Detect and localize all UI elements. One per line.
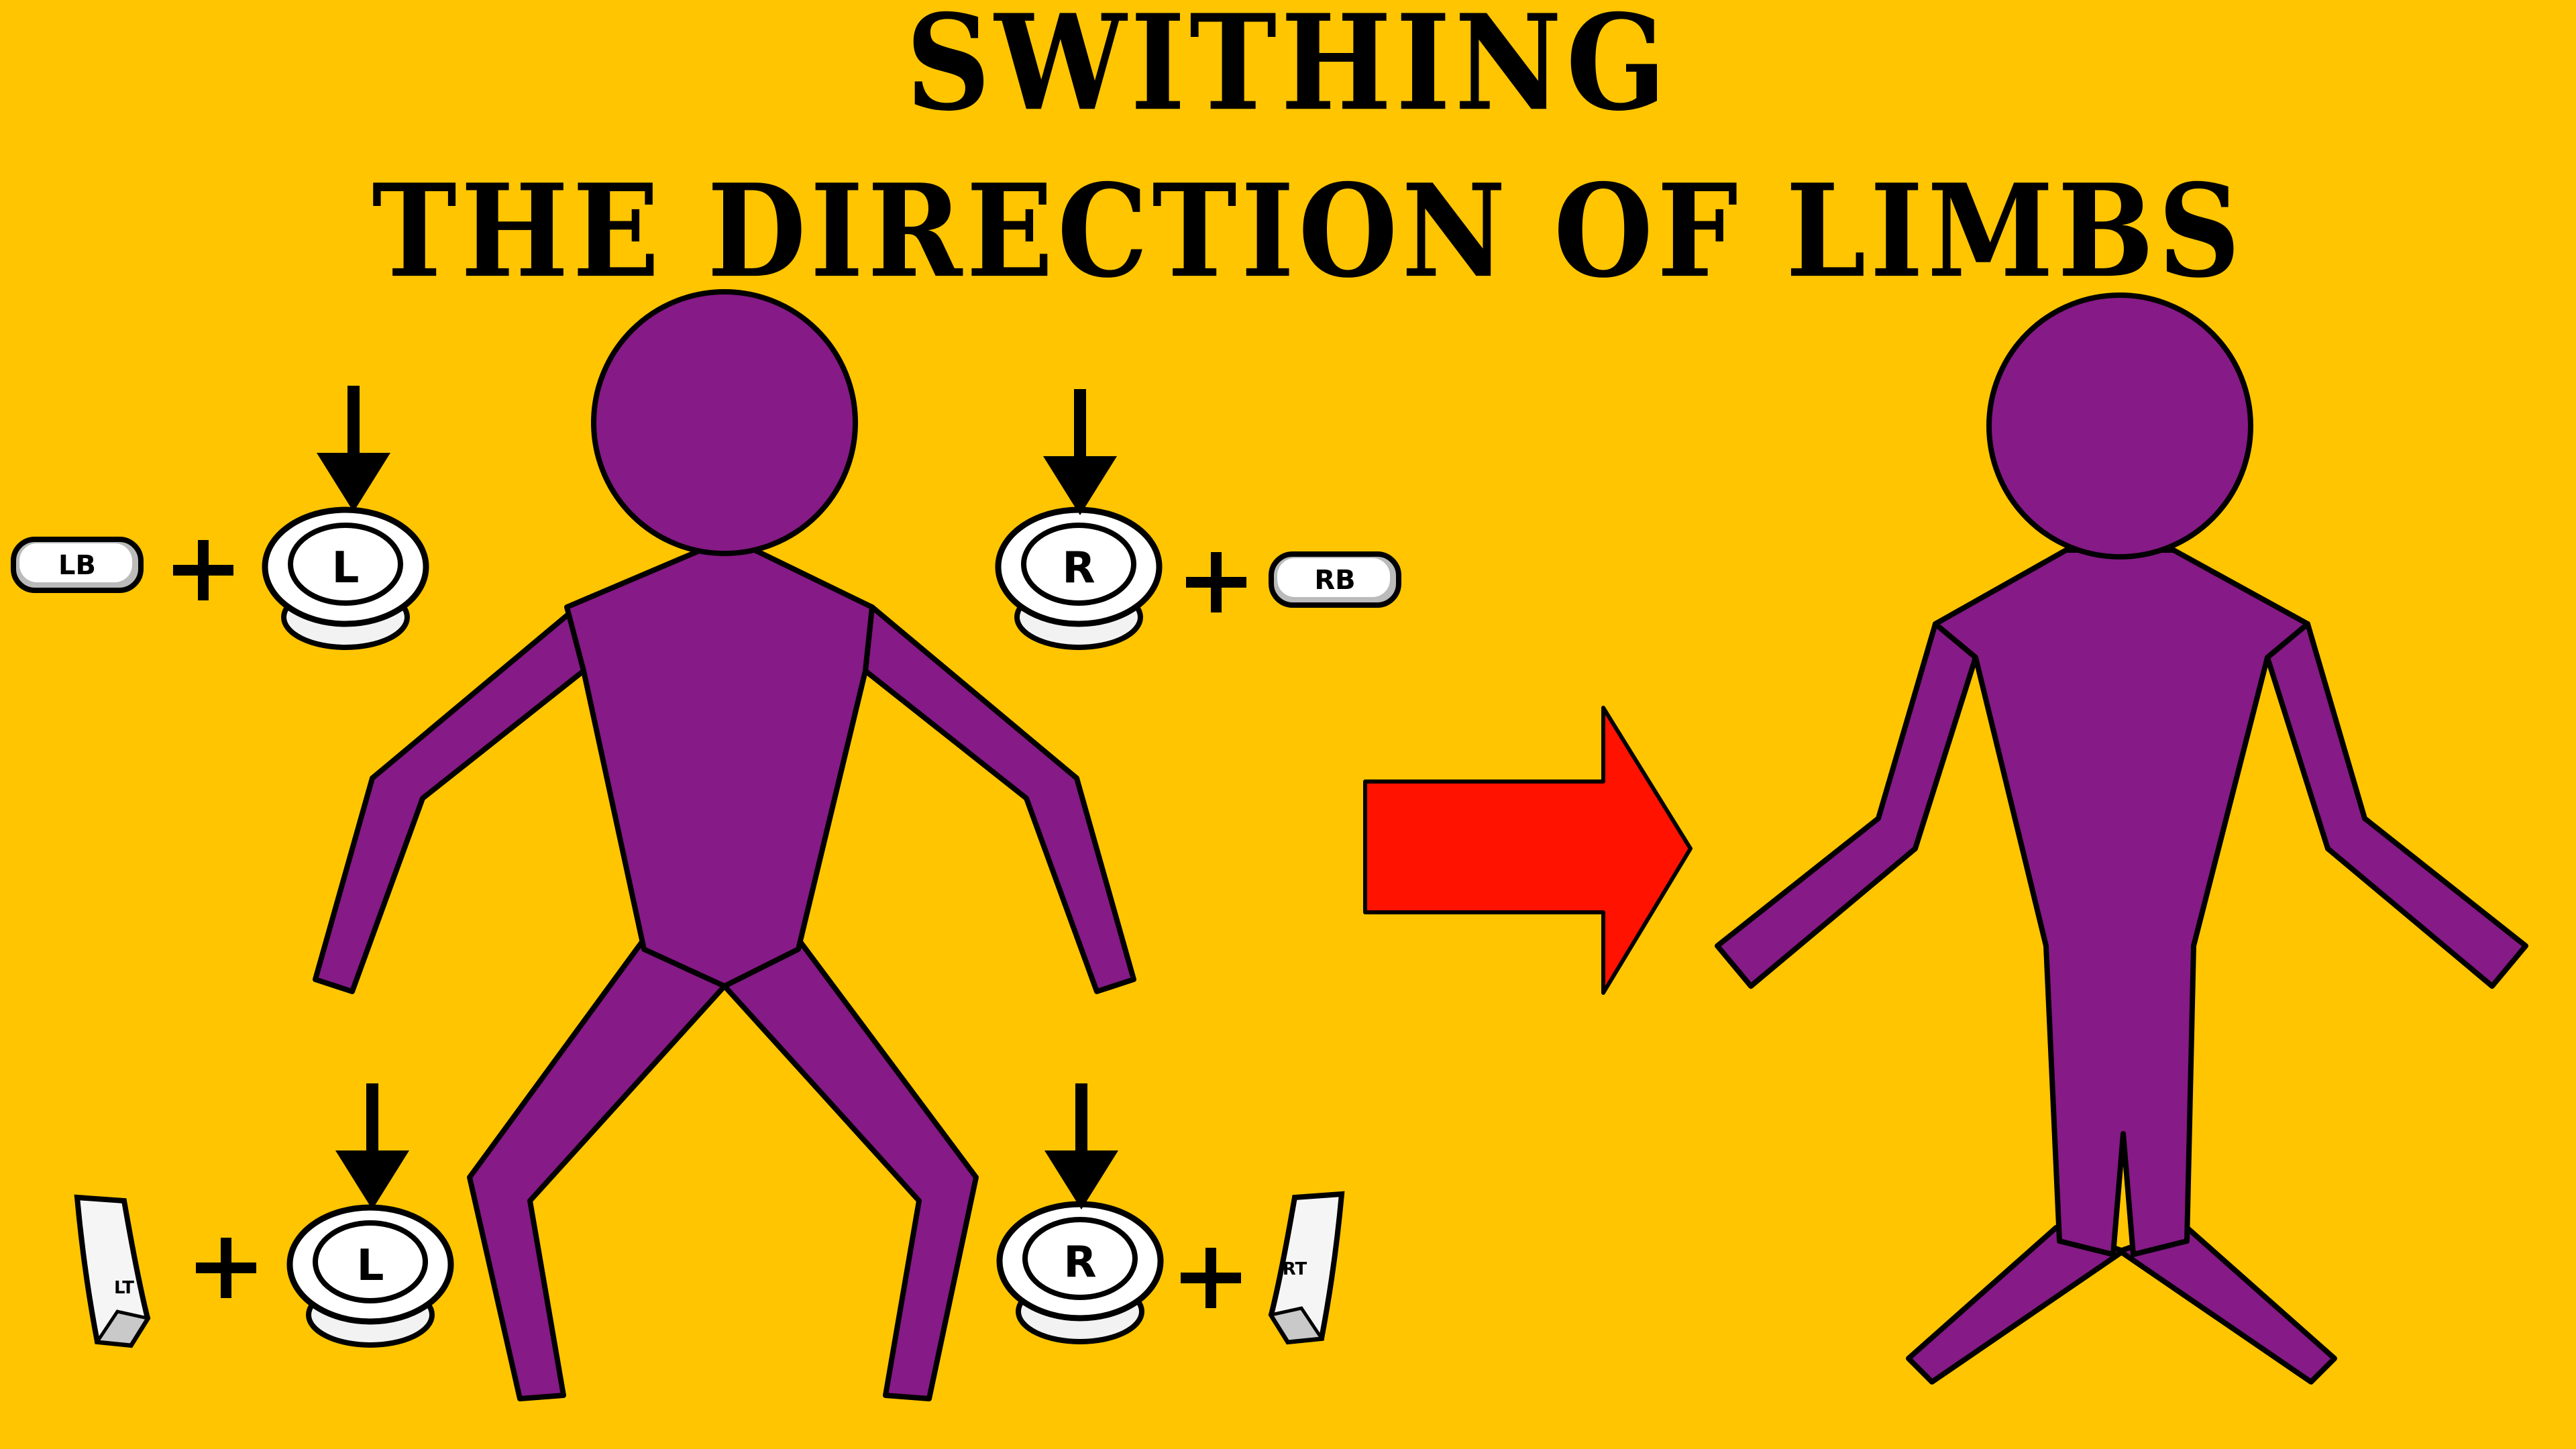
plus-icon [1181, 1248, 1241, 1308]
right-arrow-icon [1363, 706, 1693, 995]
combo-lb-l: LB L [13, 386, 426, 647]
l-stick-icon: L [265, 510, 426, 647]
l-stick-icon: L [290, 1208, 451, 1345]
stick-figure-after [1715, 292, 2528, 1385]
svg-text:LB: LB [58, 550, 96, 581]
svg-text:R: R [1062, 543, 1095, 593]
svg-text:R: R [1063, 1238, 1096, 1287]
rb-button-icon: RB [1271, 554, 1399, 605]
down-arrow-icon [335, 1083, 409, 1210]
title-line-2: THE DIRECTION OF LIMBS [372, 156, 2245, 307]
lb-button-icon: LB [13, 539, 141, 590]
svg-text:RT: RT [1283, 1259, 1307, 1279]
stick-figure-before [313, 289, 1136, 1401]
plus-icon [173, 540, 233, 600]
svg-text:L: L [357, 1241, 384, 1291]
down-arrow-icon [317, 386, 390, 512]
rt-button-icon: RT [1271, 1194, 1342, 1342]
combo-lt-l: LT L [77, 1083, 451, 1345]
title-line-1: SWITHING [906, 0, 1670, 141]
r-stick-icon: R [1000, 1204, 1161, 1342]
lt-button-icon: LT [77, 1197, 148, 1345]
r-stick-icon: R [998, 510, 1159, 647]
down-arrow-icon [1044, 1083, 1118, 1210]
plus-icon [196, 1238, 256, 1298]
plus-icon [1186, 552, 1246, 612]
combo-r-rt: R RT [1000, 1083, 1342, 1342]
svg-text:L: L [332, 543, 360, 593]
combo-r-rb: R RB [998, 389, 1399, 647]
down-arrow-icon [1043, 389, 1117, 515]
svg-text:LT: LT [114, 1278, 134, 1298]
svg-text:RB: RB [1314, 565, 1355, 596]
